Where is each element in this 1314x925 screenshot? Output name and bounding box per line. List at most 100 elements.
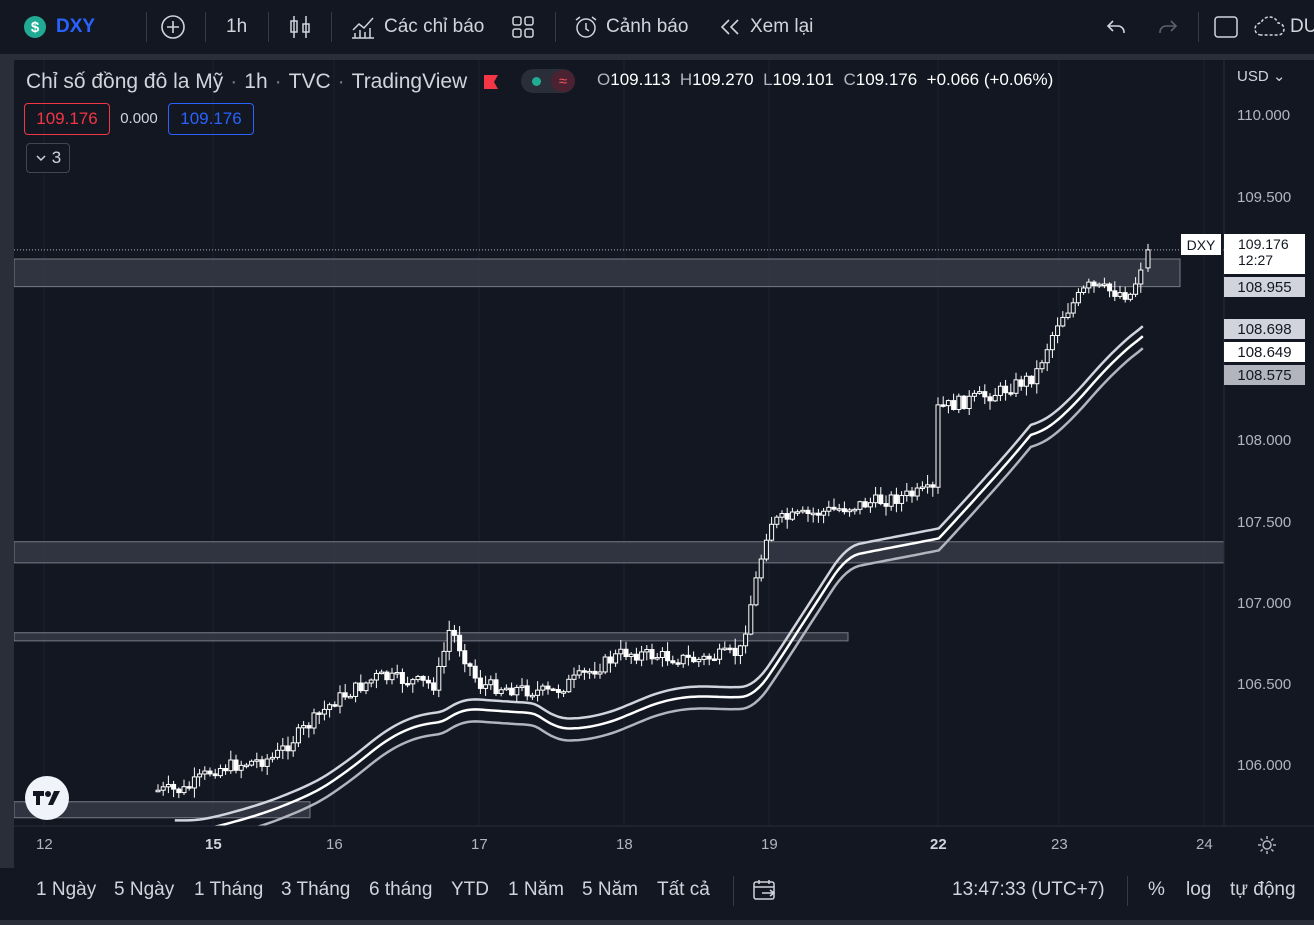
interval-button[interactable]: 1h [226,0,247,54]
open-value: 109.113 [610,70,671,89]
symbol-tag: DXY [1181,234,1221,255]
high-value: 109.270 [692,70,754,89]
last-price-tag: 109.176 12:27 [1224,234,1305,274]
redo-icon [1159,20,1178,33]
templates-button[interactable] [510,0,536,54]
time-label: 22 [930,836,947,853]
tradingview-logo-icon [33,791,60,805]
chart-pane[interactable] [14,60,1314,868]
range-3m[interactable]: 3 Tháng [281,879,351,900]
bid-value: 109.176 [36,109,98,128]
calendar-arrow-icon [753,880,776,900]
close-value: 109.176 [855,70,918,89]
chart-type-button[interactable] [288,0,312,54]
indicator-count: 3 [51,148,62,167]
range-6m[interactable]: 6 tháng [369,879,433,900]
price-tick: 109.500 [1237,189,1292,206]
log-toggle[interactable]: log [1186,879,1212,900]
save-cloud-button[interactable]: DU [1252,0,1314,54]
range-1m[interactable]: 1 Tháng [194,879,264,900]
goto-date-button[interactable] [752,868,778,912]
divider [1127,876,1128,906]
sell-price-button[interactable]: 109.176 [24,103,110,135]
tradingview-logo[interactable] [25,776,69,820]
spread-value: 0.000 [120,109,158,127]
price-tag: 108.649 [1224,342,1305,362]
cloud-icon [1254,16,1285,36]
divider [268,12,269,42]
ohlc-values: O109.113 H109.270 L109.101 C109.176 +0.0… [597,70,1053,90]
price-tick: 107.000 [1237,595,1292,612]
flag-icon[interactable] [481,72,501,92]
dollar-icon: $ [24,16,46,38]
legend-exchange: TVC [288,70,331,93]
settings-gear-icon[interactable] [1256,834,1278,856]
range-1d[interactable]: 1 Ngày [36,879,97,900]
indicators-icon [352,17,374,39]
indicators-button[interactable]: Các chỉ báo [350,0,484,54]
open-label: O [597,70,611,89]
range-ytd[interactable]: YTD [451,879,489,900]
range-all[interactable]: Tất cả [657,879,710,900]
price-tick: 108.000 [1237,432,1292,449]
time-label: 23 [1051,836,1068,853]
high-label: H [679,70,693,89]
price-tick: 110.000 [1237,107,1291,124]
chevron-down-icon [36,155,46,162]
replay-label: Xem lại [750,16,814,37]
symbol-label: DXY [56,16,96,37]
ask-value: 109.176 [180,109,242,128]
low-value: 109.101 [772,70,834,89]
wave-icon: ≈ [551,70,575,92]
green-dot-icon [532,77,541,86]
change-value: +0.066 (+0.06%) [926,70,1054,89]
compare-button[interactable] [159,0,187,54]
undo-button[interactable] [1104,0,1128,54]
indicators-label: Các chỉ báo [384,16,485,37]
clock-timezone[interactable]: 13:47:33 (UTC+7) [952,879,1105,900]
redo-button[interactable] [1156,0,1180,54]
divider [331,12,332,42]
countdown: 12:27 [1238,252,1274,268]
percent-toggle[interactable]: % [1148,879,1165,900]
time-label: 12 [36,836,53,853]
range-5y[interactable]: 5 Năm [582,879,638,900]
time-label: 15 [205,836,222,853]
symbol-search-button[interactable]: $ DXY [24,0,95,54]
price-tag: 108.955 [1224,277,1305,297]
divider [146,12,147,42]
legend-interval: 1h [244,70,268,93]
interval-label: 1h [226,16,248,37]
divider [733,876,734,906]
close-label: C [843,70,856,89]
top-toolbar [0,0,1314,54]
legend-source: TradingView [351,70,468,93]
alerts-label: Cảnh báo [606,16,689,37]
undo-icon [1106,20,1125,33]
range-1y[interactable]: 1 Năm [508,879,564,900]
buy-price-button[interactable]: 109.176 [168,103,254,135]
auto-scale-toggle[interactable]: tự động [1230,879,1296,900]
time-label: 16 [326,836,343,853]
layout-button[interactable] [1212,0,1240,54]
alerts-button[interactable]: Cảnh báo [572,0,688,54]
time-label: 17 [471,836,488,853]
low-label: L [763,70,773,89]
time-label: 18 [616,836,633,853]
price-tag: 108.575 [1224,365,1305,385]
square-icon [1214,16,1238,38]
price-tag: 108.698 [1224,319,1305,339]
rewind-icon [720,19,739,35]
replay-button[interactable]: Xem lại [718,0,813,54]
visibility-toggle[interactable]: ≈ [521,69,575,93]
plus-circle-icon [161,15,185,39]
range-5d[interactable]: 5 Ngày [114,879,175,900]
time-label: 19 [761,836,778,853]
currency-selector[interactable]: USD ⌄ [1237,68,1286,85]
chart-legend: Chỉ số đồng đô la Mỹ · 1h · TVC · Tradin… [26,68,501,96]
bottom-toolbar [0,868,1314,920]
time-label: 24 [1196,836,1213,853]
price-tick: 107.500 [1237,514,1292,531]
indicators-collapse-button[interactable]: 3 [26,143,70,173]
divider [205,12,206,42]
